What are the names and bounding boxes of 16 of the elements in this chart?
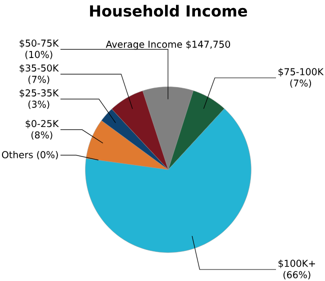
text: (0%) bbox=[37, 151, 58, 160]
data-label: (8%) bbox=[31, 131, 52, 140]
slice-label: $50-75K bbox=[20, 39, 59, 48]
data-label: (10%) bbox=[25, 50, 52, 60]
chart-title: Household Income bbox=[90, 4, 248, 17]
slice-label: $25-35K bbox=[20, 89, 59, 98]
slice-label: $75-100K bbox=[278, 68, 324, 77]
data-label: (66%) bbox=[283, 271, 310, 280]
slice-label: $100K+ bbox=[278, 260, 315, 268]
slice-label: $0-25K bbox=[26, 120, 59, 128]
chart-subtitle: Average Income $147,750 bbox=[106, 40, 230, 50]
data-label: (7%) bbox=[28, 76, 50, 84]
slice-label: $35-50K bbox=[20, 64, 59, 73]
data-label: (7%) bbox=[290, 79, 312, 88]
category-label: Others bbox=[2, 151, 33, 158]
data-label: (3%) bbox=[28, 100, 50, 110]
